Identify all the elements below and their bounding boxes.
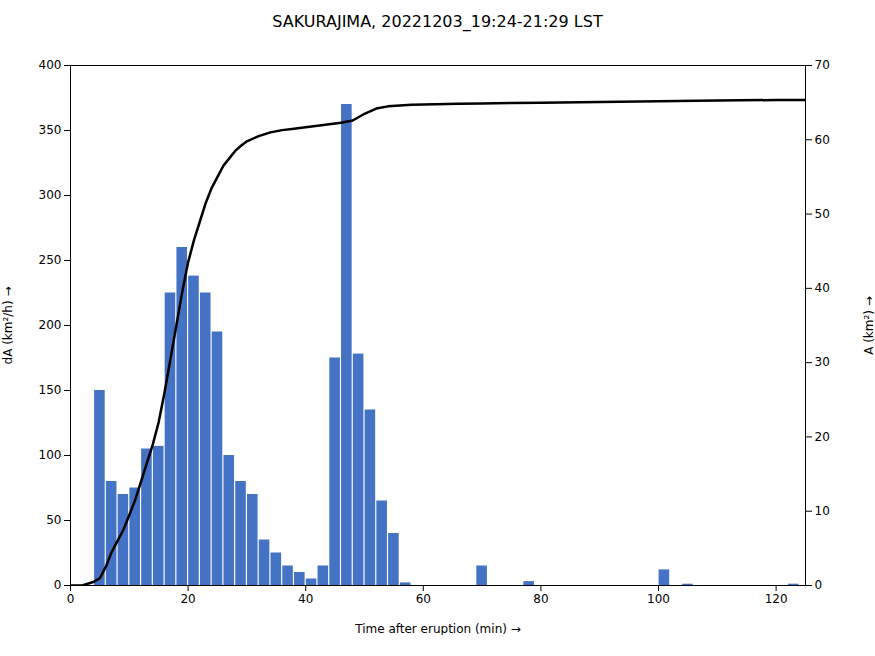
svg-text:120: 120 <box>765 592 788 606</box>
svg-text:400: 400 <box>39 58 62 72</box>
svg-text:Time after eruption (min) →: Time after eruption (min) → <box>354 622 521 636</box>
svg-text:0: 0 <box>815 578 823 592</box>
svg-text:50: 50 <box>815 207 830 221</box>
svg-text:300: 300 <box>39 188 62 202</box>
svg-text:dA (km²/h) →: dA (km²/h) → <box>1 287 15 365</box>
svg-text:70: 70 <box>815 58 830 72</box>
svg-text:10: 10 <box>815 504 830 518</box>
html-text:SAKURAJIMA, 20221203_19:24-21:: SAKURAJIMA, 20221203_19:24-21:29 LST <box>272 12 603 31</box>
svg-text:20: 20 <box>180 592 195 606</box>
svg-text:60: 60 <box>815 133 830 147</box>
svg-text:A (km²) →: A (km²) → <box>862 296 875 355</box>
svg-text:100: 100 <box>647 592 670 606</box>
svg-text:80: 80 <box>533 592 548 606</box>
svg-text:20: 20 <box>815 430 830 444</box>
svg-text:40: 40 <box>298 592 313 606</box>
svg-text:40: 40 <box>815 281 830 295</box>
svg-text:0: 0 <box>67 592 75 606</box>
svg-text:150: 150 <box>39 383 62 397</box>
svg-text:0: 0 <box>54 578 62 592</box>
svg-text:30: 30 <box>815 355 830 369</box>
svg-text:350: 350 <box>39 123 62 137</box>
svg-text:60: 60 <box>416 592 431 606</box>
svg-text:50: 50 <box>46 513 61 527</box>
svg-text:200: 200 <box>39 318 62 332</box>
svg-text:250: 250 <box>39 253 62 267</box>
svg-text:100: 100 <box>39 448 62 462</box>
